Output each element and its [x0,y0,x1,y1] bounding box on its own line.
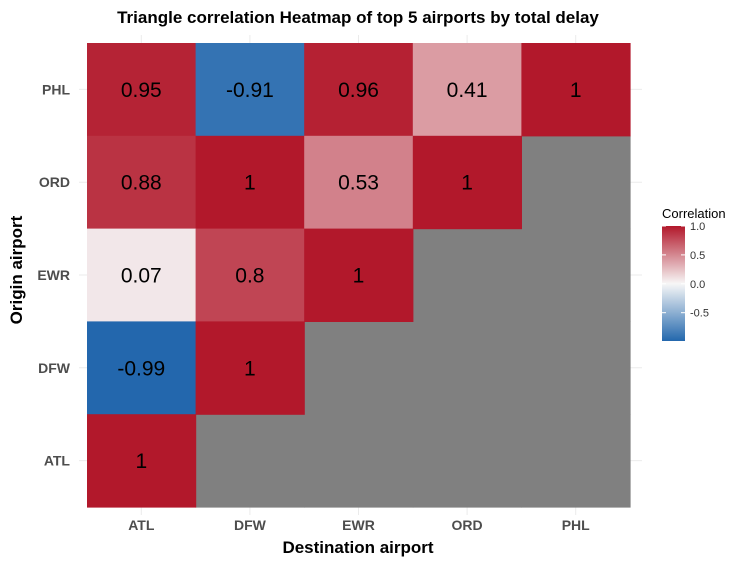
y-tick-label: ORD [39,174,70,190]
heatmap-cell [195,228,305,322]
color-legend: Correlation 1.0 0.5 0.0 -0.5 [662,206,726,341]
legend-tick-label: 0.5 [690,250,705,262]
heatmap-cell-missing [521,321,631,415]
cell-value-label: 1 [135,450,147,473]
cell-value-label: 1 [244,172,256,195]
heatmap-cell [412,135,522,230]
heatmap-cell-missing [304,321,414,415]
heatmap-cells [87,43,631,508]
cell-value-label: 0.53 [338,172,379,195]
heatmap-cell-missing [304,414,414,508]
heatmap-cell-missing [195,414,305,508]
legend-title: Correlation [662,206,726,221]
legend-tick-label: -0.5 [690,308,709,320]
x-axis-title: Destination airport [282,538,433,557]
y-tick-label: ATL [44,453,71,469]
heatmap-cell [304,135,414,230]
y-tick-label: PHL [42,81,70,97]
heatmap-cell [87,321,197,415]
cell-value-label: 0.88 [121,172,162,195]
y-axis-ticks: ATL DFW EWR ORD PHL [37,81,70,468]
cell-value-label: 1 [353,265,365,288]
x-tick-label: PHL [562,517,590,533]
heatmap-cell [195,43,305,137]
heatmap-cell-missing [412,414,522,508]
cell-value-label: 1 [244,357,256,380]
cell-value-label: 1 [570,79,582,102]
chart-title: Triangle correlation Heatmap of top 5 ai… [117,8,599,27]
heatmap-cell [195,321,305,415]
x-tick-label: DFW [234,517,267,533]
heatmap-cell-missing [521,228,631,322]
heatmap-cell [304,228,414,322]
heatmap-cell [521,43,631,137]
y-axis-title: Origin airport [7,215,26,324]
legend-tick-label: 1.0 [690,221,705,233]
x-tick-label: EWR [342,517,375,533]
heatmap-cell [87,135,197,230]
cell-value-label: 0.07 [121,265,162,288]
cell-value-label: -0.99 [117,357,165,380]
cell-value-label: 0.95 [121,79,162,102]
legend-colorbar [662,226,685,341]
heatmap-cell-missing [412,321,522,415]
heatmap-cell [87,228,197,322]
x-tick-label: ORD [452,517,483,533]
heatmap-cell [87,43,197,137]
legend-tick-label: 0.0 [690,279,705,291]
cell-value-label: 0.96 [338,79,379,102]
y-tick-label: EWR [37,267,70,283]
heatmap-cell-missing [521,414,631,508]
cell-value-label: 0.41 [447,79,488,102]
cell-value-label: 1 [461,172,473,195]
x-axis-ticks: ATL DFW EWR ORD PHL [128,517,590,533]
heatmap-cell [304,43,414,137]
heatmap-cell [412,43,522,137]
heatmap-cell-missing [412,228,522,322]
legend-ticks: 1.0 0.5 0.0 -0.5 [662,221,709,320]
cell-value-label: -0.91 [226,79,274,102]
heatmap-cell [195,135,305,230]
cell-labels: 0.95 -0.91 0.96 0.41 1 0.88 1 0.53 1 0.07 0.8 1 -0.9… [117,79,581,473]
heatmap-cell [87,414,197,508]
y-tick-label: DFW [38,360,71,376]
heatmap-cell-missing [521,135,631,230]
x-tick-label: ATL [128,517,155,533]
cell-value-label: 0.8 [235,265,264,288]
